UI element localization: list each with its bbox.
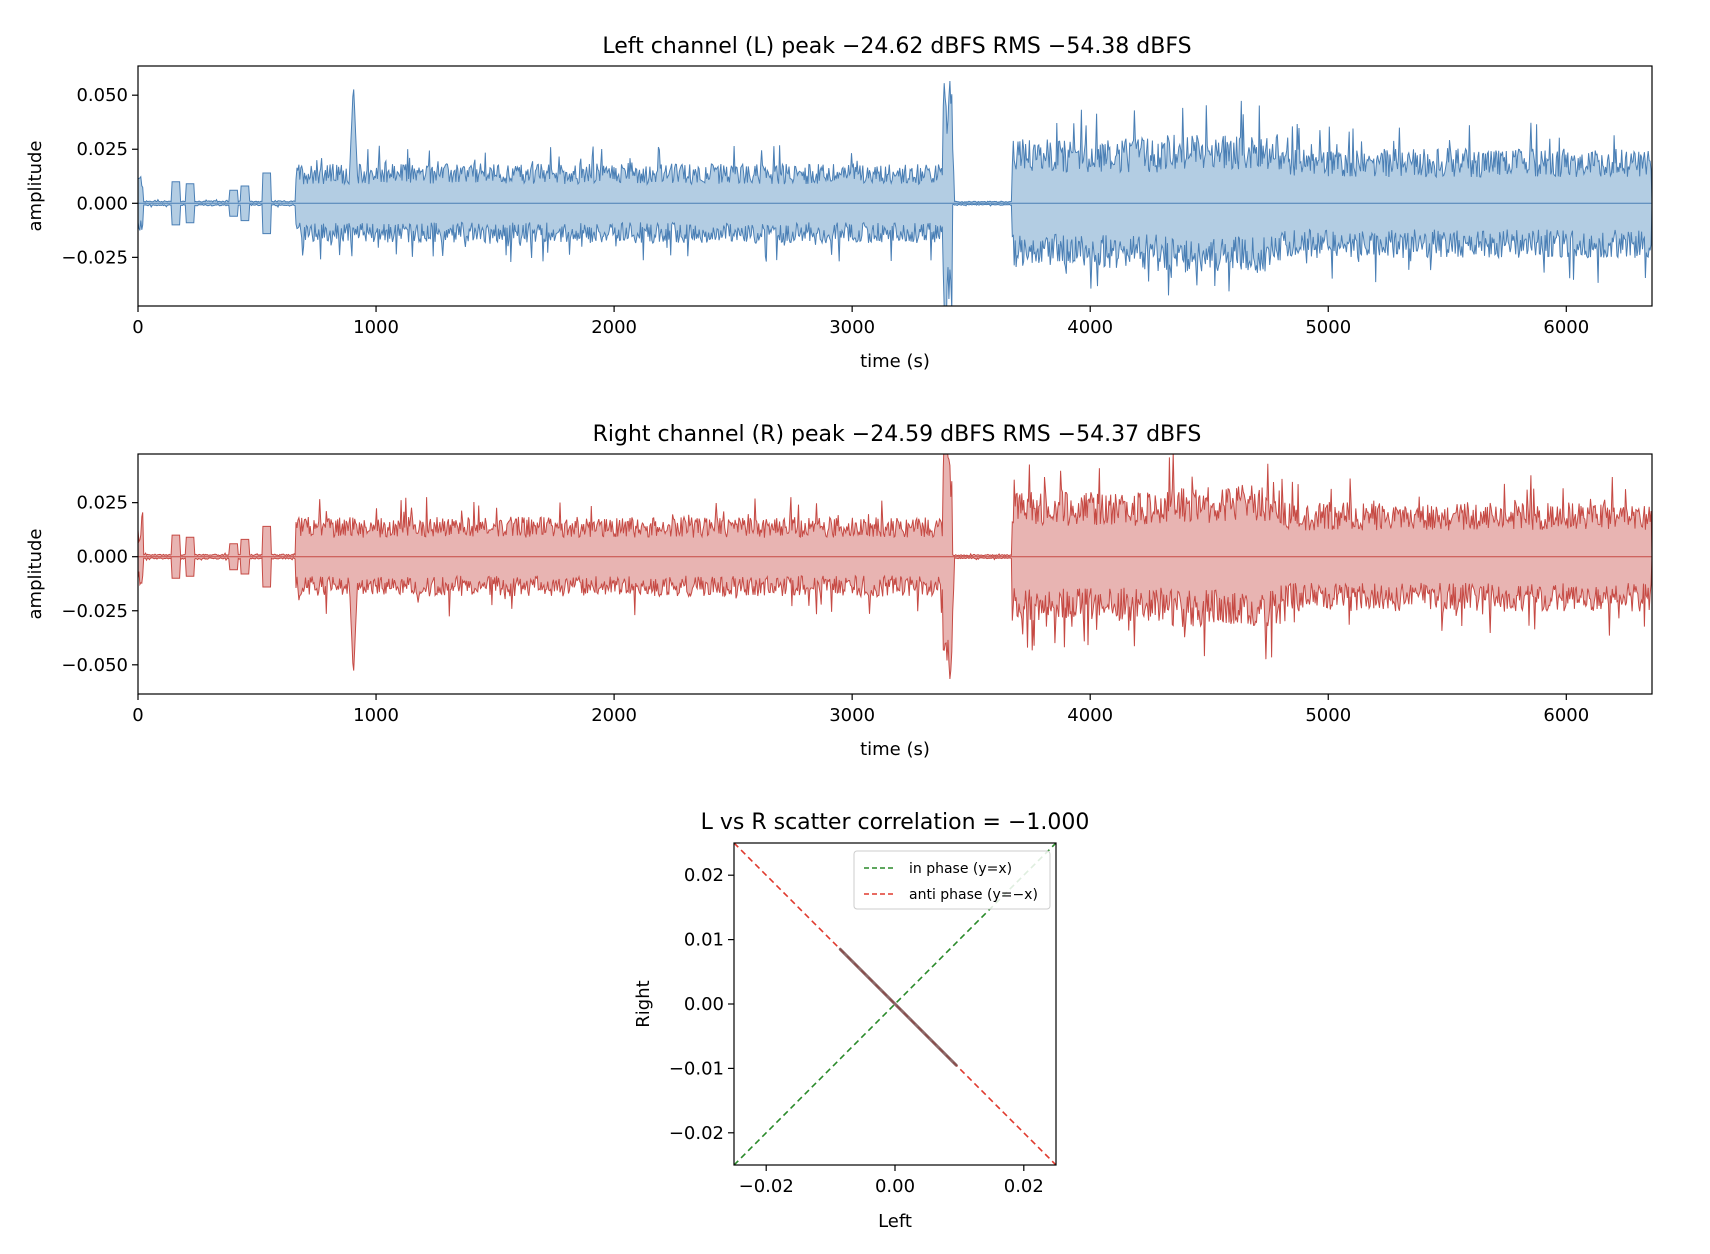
left-xlabel: time (s) <box>860 351 930 372</box>
left-channel-panel: Left channel (L) peak −24.62 dBFS RMS −5… <box>25 34 1653 372</box>
scatter-x-axis: −0.02 0.00 0.02 <box>739 1165 1044 1197</box>
scatter-legend: in phase (y=x) anti phase (y=−x) <box>853 850 1051 910</box>
x-tick-label: 1000 <box>353 317 399 338</box>
scatter-panel: L vs R scatter correlation = −1.000 0.02… <box>633 810 1089 1232</box>
x-tick-label: 4000 <box>1067 705 1113 726</box>
anti-phase-reference-line <box>734 843 1056 1165</box>
scatter-xlabel: Left <box>878 1211 912 1232</box>
legend-anti-phase-label: anti phase (y=−x) <box>909 887 1038 903</box>
scatter-points <box>838 947 958 1067</box>
x-tick-label: 0 <box>132 705 143 726</box>
scatter-title: L vs R scatter correlation = −1.000 <box>701 810 1090 835</box>
left-channel-title: Left channel (L) peak −24.62 dBFS RMS −5… <box>602 34 1191 59</box>
y-tick-label: −0.050 <box>61 655 128 676</box>
x-tick-label: 0.02 <box>1004 1176 1044 1197</box>
x-tick-label: 2000 <box>591 705 637 726</box>
right-ylabel: amplitude <box>25 529 46 620</box>
waveform-upper-line <box>138 80 1652 204</box>
left-y-axis: 0.050 0.025 0.000 −0.025 <box>61 85 138 268</box>
x-tick-label: 0.00 <box>875 1176 915 1197</box>
x-tick-label: 3000 <box>829 705 875 726</box>
right-waveform-area <box>138 454 1652 680</box>
waveform-fill <box>138 81 1652 306</box>
x-tick-label: 2000 <box>591 317 637 338</box>
right-channel-title: Right channel (R) peak −24.59 dBFS RMS −… <box>593 422 1202 447</box>
y-tick-label: 0.00 <box>684 994 724 1015</box>
x-tick-label: 4000 <box>1067 317 1113 338</box>
x-tick-label: 0 <box>132 317 143 338</box>
legend-in-phase-label: in phase (y=x) <box>909 861 1012 877</box>
y-tick-label: 0.050 <box>76 85 128 106</box>
waveform-lower-line <box>138 203 1652 306</box>
right-xlabel: time (s) <box>860 739 930 760</box>
y-tick-label: −0.02 <box>669 1123 724 1144</box>
left-waveform-area <box>138 80 1652 306</box>
x-tick-label: 3000 <box>829 317 875 338</box>
scatter-ylabel: Right <box>633 980 654 1027</box>
x-tick-label: 5000 <box>1305 705 1351 726</box>
left-ylabel: amplitude <box>25 141 46 232</box>
waveform-upper-line <box>138 454 1652 557</box>
in-phase-reference-line <box>734 843 1056 1165</box>
scatter-plot-area <box>734 843 1056 1165</box>
y-tick-label: 0.000 <box>76 547 128 568</box>
y-tick-label: −0.01 <box>669 1058 724 1079</box>
right-plot-frame <box>137 453 1653 695</box>
legend-box <box>853 850 1051 910</box>
x-tick-label: 6000 <box>1543 317 1589 338</box>
scatter-y-axis: 0.02 0.01 0.00 −0.01 −0.02 <box>669 865 734 1144</box>
y-tick-label: 0.025 <box>76 139 128 160</box>
x-tick-label: 5000 <box>1305 317 1351 338</box>
left-plot-frame <box>137 65 1653 307</box>
right-y-axis: 0.025 0.000 −0.025 −0.050 <box>61 493 138 676</box>
waveform-lower-line <box>138 556 1652 680</box>
y-tick-label: 0.01 <box>684 930 724 951</box>
x-tick-label: 6000 <box>1543 705 1589 726</box>
y-tick-label: 0.02 <box>684 865 724 886</box>
waveform-fill <box>138 454 1652 679</box>
right-x-axis: 0 1000 2000 3000 4000 5000 6000 <box>132 694 1589 726</box>
y-tick-label: −0.025 <box>61 601 128 622</box>
x-tick-label: 1000 <box>353 705 399 726</box>
left-x-axis: 0 1000 2000 3000 4000 5000 6000 <box>132 306 1589 338</box>
x-tick-label: −0.02 <box>739 1176 794 1197</box>
y-tick-label: 0.000 <box>76 193 128 214</box>
right-channel-panel: Right channel (R) peak −24.59 dBFS RMS −… <box>25 422 1653 760</box>
y-tick-label: 0.025 <box>76 493 128 514</box>
y-tick-label: −0.025 <box>61 247 128 268</box>
